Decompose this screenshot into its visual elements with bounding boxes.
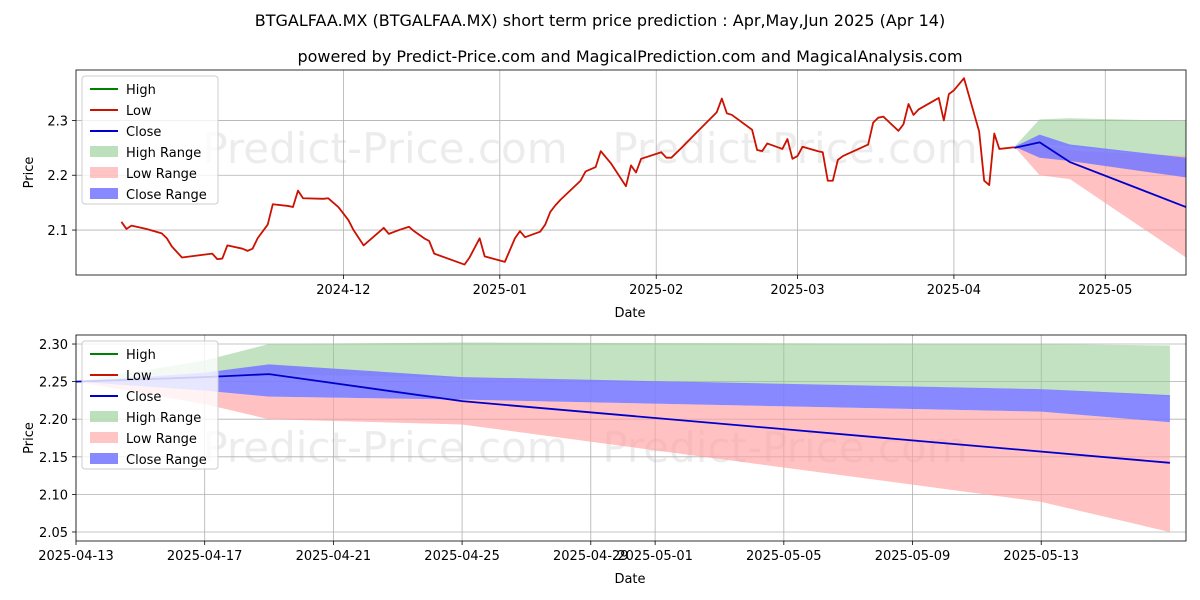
x-tick-label: 2025-05	[1078, 283, 1132, 298]
x-axis-label: Date	[614, 306, 645, 321]
y-tick-label: 2.1	[47, 224, 68, 239]
x-tick-label: 2025-04-25	[424, 549, 500, 564]
plot-frame	[75, 69, 1187, 276]
legend-label-high-range: High Range	[126, 146, 201, 161]
y-tick-label: 2.3	[47, 114, 68, 129]
x-tick-label: 2025-04	[927, 283, 981, 298]
legend-label-low-range: Low Range	[126, 167, 197, 182]
low-price-line	[120, 77, 1015, 266]
legend-swatch-high-range	[90, 411, 118, 422]
watermark-text: Predict-Price.com	[617, 273, 982, 322]
x-axis-label: Date	[614, 572, 645, 587]
y-axis-label: Price	[22, 157, 37, 189]
legend-label-close: Close	[126, 390, 161, 405]
high-range-band	[1014, 118, 1186, 159]
legend: High Low Close High Range Low Range Close Ran…	[81, 340, 219, 470]
legend-label-low-range: Low Range	[126, 432, 197, 447]
x-tick-label: 2025-01	[473, 283, 527, 298]
watermark-group: Predict-Price.com Predict-Price.com Predic…	[202, 124, 982, 322]
legend-label-close-range: Close Range	[126, 188, 207, 203]
y-axis-label: Price	[22, 422, 37, 454]
top-chart-panel: Predict-Price.com Predict-Price.com Predic…	[22, 69, 1187, 322]
low-range-band	[76, 381, 1170, 532]
chart-title: BTGALFAA.MX (BTGALFAA.MX) short term pri…	[255, 11, 945, 30]
legend-label-high: High	[126, 83, 156, 98]
x-tick-label: 2025-05-09	[875, 549, 951, 564]
close-range-band	[1014, 134, 1186, 178]
x-tick-label: 2025-05-13	[1003, 549, 1079, 564]
legend-label-close-range: Close Range	[126, 453, 207, 468]
y-tick-label: 2.15	[39, 451, 68, 466]
y-tick-label: 2.20	[39, 413, 68, 428]
legend-swatch-low-range	[90, 432, 118, 443]
x-tick-label: 2025-02	[629, 283, 683, 298]
watermark-text: Predict-Price.com	[612, 124, 977, 173]
y-tick-label: 2.25	[39, 376, 68, 391]
x-tick-label: 2025-04-21	[296, 549, 372, 564]
legend-label-high: High	[126, 348, 156, 363]
low-range-band	[1014, 145, 1186, 258]
watermark-text: Predict-Price.com	[202, 423, 567, 472]
chart-subtitle: powered by Predict-Price.com and Magical…	[297, 47, 962, 66]
legend-label-low: Low	[126, 104, 152, 119]
x-tick-label: 2025-04-13	[38, 549, 114, 564]
legend-label-close: Close	[126, 125, 161, 140]
watermark-text: Predict-Price.com	[202, 124, 567, 173]
x-tick-label: 2024-12	[316, 283, 370, 298]
legend-label-high-range: High Range	[126, 411, 201, 426]
legend-swatch-close-range	[90, 453, 118, 464]
x-tick-label: 2025-04-29	[553, 549, 629, 564]
y-tick-label: 2.30	[39, 338, 68, 353]
x-tick-label: 2025-03	[770, 283, 824, 298]
grid-lines	[76, 70, 1186, 275]
close-forecast-line	[1014, 141, 1187, 208]
y-tick-label: 2.05	[39, 526, 68, 541]
legend-swatch-close-range	[90, 188, 118, 199]
close-range-band	[76, 364, 1170, 423]
x-tick-label: 2025-05-01	[617, 549, 693, 564]
y-tick-label: 2.2	[47, 169, 68, 184]
high-range-band	[76, 342, 1170, 397]
y-tick-label: 2.10	[39, 488, 68, 503]
x-tick-label: 2025-05-05	[746, 549, 822, 564]
legend-label-low: Low	[126, 369, 152, 384]
plot-frame	[75, 334, 1187, 542]
legend-swatch-high-range	[90, 146, 118, 157]
legend: High Low Close High Range Low Range Close Ran…	[81, 75, 219, 205]
watermark-text: Predict-Price.com	[202, 273, 567, 322]
legend-swatch-low-range	[90, 167, 118, 178]
x-tick-label: 2025-04-17	[167, 549, 243, 564]
